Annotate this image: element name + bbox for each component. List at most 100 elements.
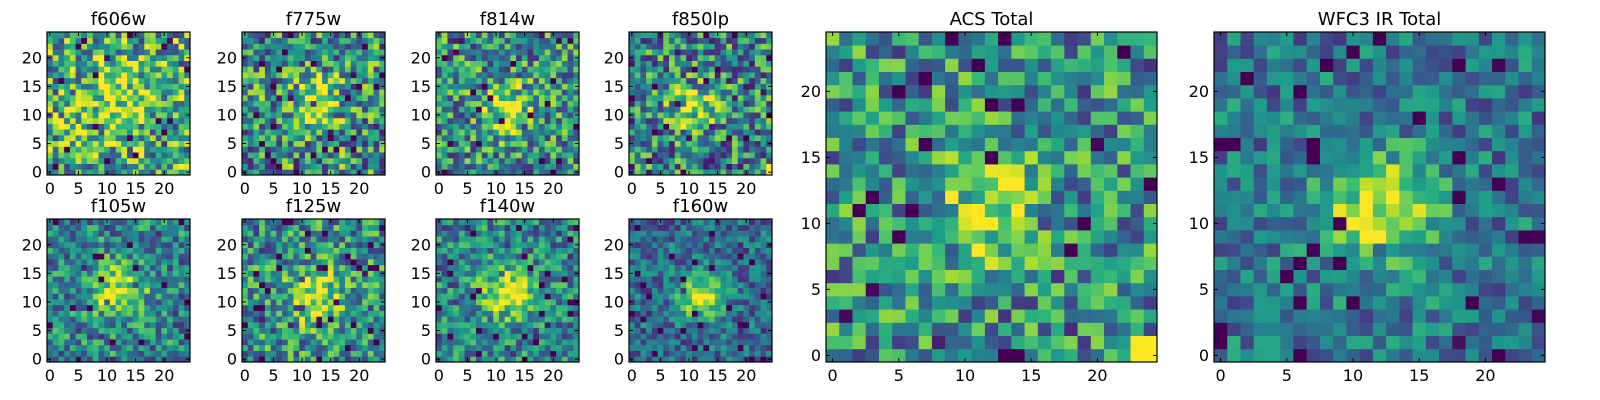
pixel-cell bbox=[327, 344, 334, 351]
pixel-cell bbox=[481, 350, 488, 357]
pixel-cell bbox=[64, 333, 71, 340]
pixel-cell bbox=[544, 230, 551, 237]
pixel-cell bbox=[367, 356, 374, 363]
pixel-cell bbox=[634, 129, 641, 136]
pixel-cell bbox=[379, 344, 386, 351]
pixel-cell bbox=[663, 299, 670, 306]
pixel-cell bbox=[538, 339, 546, 346]
pixel-cell bbox=[487, 287, 494, 294]
pixel-cell bbox=[69, 333, 76, 340]
pixel-cell bbox=[680, 316, 687, 323]
pixel-cell bbox=[339, 316, 346, 323]
pixel-cell bbox=[766, 157, 773, 164]
pixel-cell bbox=[253, 106, 260, 113]
pixel-cell bbox=[533, 299, 540, 306]
pixel-cell bbox=[743, 276, 750, 283]
pixel-cell bbox=[362, 49, 369, 56]
pixel-cell bbox=[464, 152, 471, 159]
pixel-cell bbox=[510, 49, 517, 56]
pixel-cell bbox=[115, 157, 122, 164]
pixel-cell bbox=[561, 49, 568, 56]
pixel-cell bbox=[316, 236, 323, 243]
pixel-cell bbox=[344, 293, 352, 300]
pixel-cell bbox=[504, 83, 511, 90]
pixel-cell bbox=[680, 163, 687, 170]
pixel-cell bbox=[691, 83, 699, 90]
pixel-cell bbox=[556, 276, 563, 283]
pixel-cell bbox=[669, 333, 676, 340]
pixel-cell bbox=[132, 54, 139, 61]
pixel-cell bbox=[127, 49, 134, 56]
pixel-cell bbox=[161, 100, 168, 107]
pixel-cell bbox=[81, 163, 88, 170]
pixel-cell bbox=[561, 89, 568, 96]
pixel-cell bbox=[720, 117, 727, 124]
pixel-cell bbox=[487, 316, 494, 323]
pixel-cell bbox=[567, 134, 574, 142]
pixel-cell bbox=[538, 247, 546, 254]
pixel-cell bbox=[52, 333, 59, 340]
pixel-cell bbox=[749, 169, 756, 176]
pixel-cell bbox=[92, 287, 99, 294]
pixel-cell bbox=[316, 327, 323, 334]
pixel-cell bbox=[567, 264, 574, 271]
pixel-cell bbox=[567, 299, 574, 306]
pixel-cell bbox=[556, 350, 563, 357]
pixel-cell bbox=[447, 163, 454, 170]
pixel-cell bbox=[161, 89, 168, 96]
pixel-cell bbox=[373, 281, 380, 289]
pixel-cell bbox=[47, 344, 54, 351]
pixel-cell bbox=[691, 281, 699, 289]
pixel-cell bbox=[567, 219, 574, 226]
pixel-cell bbox=[754, 310, 761, 317]
pixel-cell bbox=[350, 134, 357, 142]
pixel-cell bbox=[333, 77, 340, 84]
pixel-cell bbox=[481, 247, 488, 254]
pixel-cell bbox=[69, 270, 76, 277]
pixel-cell bbox=[458, 106, 465, 113]
pixel-cell bbox=[276, 293, 283, 300]
pixel-cell bbox=[657, 37, 664, 44]
pixel-cell bbox=[276, 356, 283, 363]
pixel-cell bbox=[731, 310, 739, 317]
pixel-cell bbox=[691, 152, 699, 159]
pixel-cell bbox=[749, 140, 756, 147]
pixel-cell bbox=[550, 49, 557, 56]
pixel-cell bbox=[87, 134, 94, 142]
pixel-cell bbox=[109, 100, 117, 107]
pixel-cell bbox=[155, 350, 162, 357]
pixel-cell bbox=[527, 66, 534, 73]
pixel-cell bbox=[121, 259, 128, 266]
pixel-cell bbox=[663, 49, 670, 56]
pixel-cell bbox=[81, 77, 88, 84]
pixel-cell bbox=[178, 276, 185, 283]
pixel-cell bbox=[544, 304, 551, 311]
pixel-cell bbox=[282, 106, 289, 113]
pixel-cell bbox=[161, 316, 168, 323]
pixel-cell bbox=[64, 241, 71, 248]
pixel-cell bbox=[470, 310, 477, 317]
pixel-cell bbox=[544, 299, 551, 306]
pixel-cell bbox=[367, 106, 374, 113]
pixel-cell bbox=[646, 339, 653, 346]
pixel-cell bbox=[766, 339, 773, 346]
pixel-cell bbox=[115, 66, 122, 73]
pixel-cell bbox=[144, 66, 151, 73]
pixel-cell bbox=[127, 276, 134, 283]
pixel-cell bbox=[373, 140, 380, 147]
pixel-cell bbox=[299, 304, 306, 311]
pixel-cell bbox=[646, 299, 653, 306]
pixel-cell bbox=[144, 112, 151, 119]
pixel-cell bbox=[663, 32, 670, 39]
pixel-cell bbox=[436, 321, 443, 329]
pixel-cell bbox=[155, 321, 162, 329]
pixel-cell bbox=[247, 169, 254, 176]
pixel-cell bbox=[161, 43, 168, 50]
pixel-cell bbox=[167, 236, 174, 243]
pixel-cell bbox=[264, 339, 271, 346]
pixel-cell bbox=[441, 241, 448, 248]
pixel-cell bbox=[247, 157, 254, 164]
pixel-cell bbox=[155, 316, 162, 323]
pixel-cell bbox=[731, 66, 739, 73]
pixel-cell bbox=[316, 253, 323, 260]
